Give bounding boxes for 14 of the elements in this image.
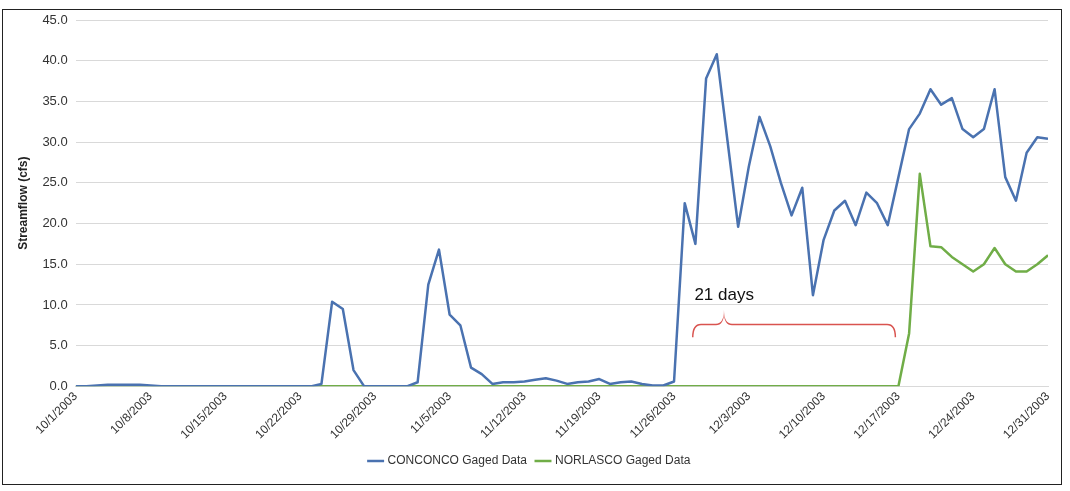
legend-label: CONCONCO Gaged Data [387, 453, 528, 468]
y-tick-label: 30.0 [42, 133, 68, 149]
y-tick-label: 40.0 [42, 52, 68, 68]
legend-label: NORLASCO Gaged Data [554, 453, 691, 468]
y-tick-label: 15.0 [42, 255, 68, 271]
y-tick-label: 0.0 [49, 377, 68, 393]
annotation: 21 days [694, 284, 754, 304]
y-tick-label: 25.0 [42, 174, 68, 190]
y-tick-label: 45.0 [42, 11, 68, 27]
y-axis-title: Streamflow (cfs) [15, 156, 30, 250]
y-tick-label: 5.0 [49, 337, 68, 353]
y-tick-label: 10.0 [42, 296, 68, 312]
y-tick-label: 20.0 [42, 215, 68, 231]
y-tick-label: 35.0 [42, 92, 68, 108]
